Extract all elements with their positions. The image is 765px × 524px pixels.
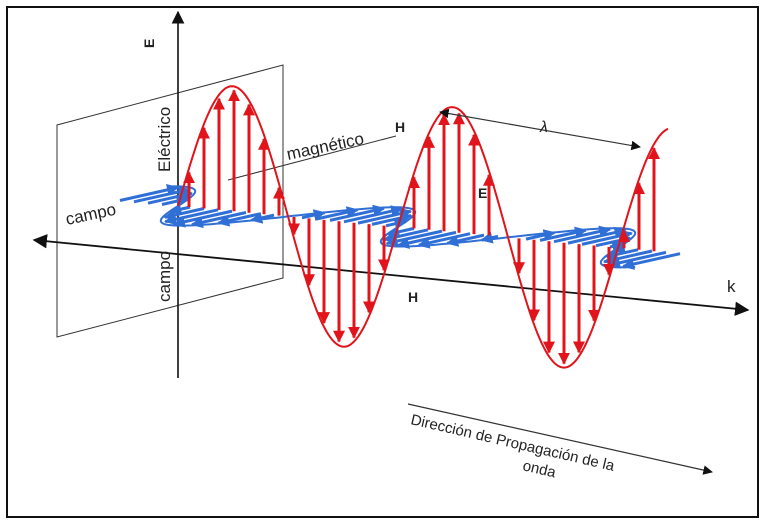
magnetic-vector bbox=[371, 212, 413, 226]
electric-wave-curve bbox=[177, 85, 669, 369]
magnetic-vector bbox=[119, 184, 179, 202]
electric-field-vectors bbox=[177, 85, 669, 369]
magnetic-vector bbox=[147, 189, 193, 205]
electric-label-1: Eléctrico bbox=[155, 107, 174, 172]
electric-label-2: campo bbox=[155, 251, 174, 302]
magnetic-vector bbox=[315, 206, 359, 221]
magnetic-vector bbox=[385, 217, 407, 230]
magnetic-vector bbox=[250, 211, 275, 224]
magnetic-vector bbox=[301, 209, 326, 221]
magnetic-vector bbox=[329, 204, 386, 222]
magnetic-guide-line bbox=[227, 135, 397, 181]
magnetic-label-2: campo bbox=[64, 200, 118, 229]
magnetic-label-1: magnético bbox=[285, 129, 366, 164]
lambda-label: λ bbox=[539, 119, 548, 136]
k-label: k bbox=[727, 277, 736, 296]
direction-arrow bbox=[407, 403, 713, 475]
h-label-top: H bbox=[395, 119, 405, 135]
magnetic-vector bbox=[161, 195, 189, 207]
magnetic-vector bbox=[343, 205, 404, 224]
axis-e-label: E bbox=[141, 39, 157, 48]
propagation-axis bbox=[32, 234, 750, 316]
wavelength-arrow bbox=[439, 108, 641, 151]
h-label-bottom: H bbox=[408, 289, 418, 305]
e-label-mid: E bbox=[478, 185, 487, 201]
